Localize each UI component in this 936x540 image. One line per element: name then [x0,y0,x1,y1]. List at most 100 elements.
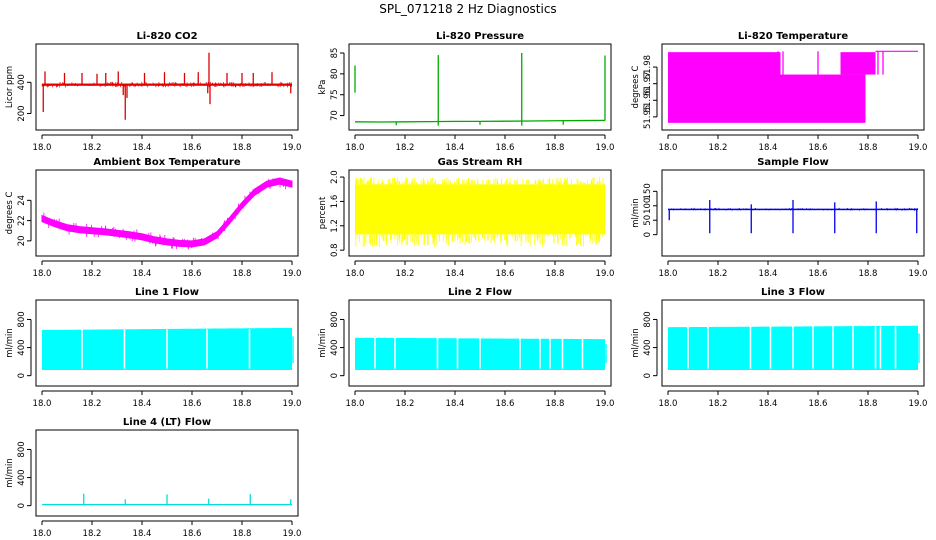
x-tick-label-5: 18.8 [233,143,252,153]
x-tick-label-2: 18.2 [396,269,415,279]
x-tick-label-1: 18.0 [659,269,678,279]
y-tick-label-1: 51.95 [643,105,653,129]
plot-area [42,493,292,506]
panel-title: Li-820 Temperature [738,31,848,42]
x-tick-label-5: 18.8 [859,269,878,279]
x-tick-label-6: 19.0 [909,143,928,153]
panel-1: Li-820 CO2 18.0 18.2 18.4 18.6 18.8 19.0 200 400… [5,31,301,153]
y-tick-label-3: 51.97 [643,72,653,96]
panel-9: Line 3 Flow 18.0 18.2 18.4 18.6 18.8 19.0 0 400 8… [631,287,927,409]
y-tick-label-3: 800 [17,311,27,327]
y-tick-label-3: 24 [17,195,27,206]
panel-2: Li-820 Pressure 18.0 18.2 18.4 18.6 18.8 19.0 7… [318,31,614,153]
x-tick-label-2: 18.2 [83,143,102,153]
plot-area [668,325,920,371]
y-tick-label-2: 400 [17,469,27,485]
x-tick-label-5: 18.8 [859,143,878,153]
y-axis-label: ml/min [5,328,15,358]
y-tick-label-4: 51.98 [643,55,653,79]
x-tick-label-2: 18.2 [83,399,102,409]
panel-grid: Li-820 CO2 18.0 18.2 18.4 18.6 18.8 19.0 20 0 400… [5,31,927,539]
x-tick-label-4: 18.6 [183,143,202,153]
x-tick-label-4: 18.6 [496,143,515,153]
panel-10: Line 4 (LT) Flow 18.0 18.2 18.4 18.6 18.8 19.0… [5,417,301,539]
plot-frame [35,429,299,517]
plot-area [41,177,293,250]
x-tick-label-3: 18.4 [446,269,465,279]
x-tick-label-5: 18.8 [546,399,565,409]
panel-title: Gas Stream RH [438,157,523,168]
plot-area [668,50,918,123]
plot-frame [35,169,299,257]
x-tick-label-4: 18.6 [809,143,828,153]
y-tick-label-4: 150 [643,183,653,199]
panel-7: Line 1 Flow 18.0 18.2 18.4 18.6 18.8 19.0 0 400 8… [5,287,301,409]
x-tick-label-4: 18.6 [183,399,202,409]
data-fill-3 [840,52,876,75]
y-tick-label-2: 1.2 [330,219,340,233]
plot-area [354,53,606,126]
panel-title: Line 2 Flow [448,287,512,298]
y-tick-label-1: 20 [17,235,27,246]
plot-frame [35,43,299,131]
plot-area [668,200,918,234]
x-tick-label-2: 18.2 [396,143,415,153]
panel-5: Gas Stream RH 18.0 18.2 18.4 18.6 18.8 19.0 0.8… [318,157,614,279]
y-tick-label-2: 400 [330,339,340,355]
x-tick-label-6: 19.0 [596,269,615,279]
x-tick-label-1: 18.0 [33,269,52,279]
panel-title: Line 3 Flow [761,287,825,298]
data-series-band [41,177,293,248]
x-tick-label-2: 18.2 [396,399,415,409]
plot-frame [348,43,612,131]
y-axis-label: ml/min [631,198,641,228]
x-tick-label-4: 18.6 [496,269,515,279]
plot-frame [348,169,612,257]
panel-title: Line 1 Flow [135,287,199,298]
x-tick-label-3: 18.4 [133,269,152,279]
x-tick-label-4: 18.6 [496,399,515,409]
y-tick-label-2: 51.96 [643,88,653,112]
x-tick-label-6: 19.0 [283,143,302,153]
x-tick-label-2: 18.2 [83,269,102,279]
panel-title: Ambient Box Temperature [93,157,240,168]
plot-frame [661,169,925,257]
x-tick-label-4: 18.6 [809,399,828,409]
y-tick-label-1: 0.8 [330,243,340,257]
data-fill-1 [668,52,781,123]
x-tick-label-3: 18.4 [133,143,152,153]
y-tick-label-1: 0 [17,373,27,378]
y-tick-label-1: 0 [643,373,653,378]
plot-frame [661,299,925,387]
x-tick-label-5: 18.8 [233,529,252,539]
data-series-band [42,83,292,86]
figure-title: SPL_071218 2 Hz Diagnostics [379,2,556,16]
x-tick-label-1: 18.0 [659,399,678,409]
y-tick-label-3: 800 [643,311,653,327]
x-tick-label-3: 18.4 [759,399,778,409]
plot-area [355,177,606,248]
x-tick-label-3: 18.4 [133,529,152,539]
x-tick-label-2: 18.2 [83,529,102,539]
plot-area [42,327,294,371]
y-axis-label: ml/min [5,458,15,488]
x-tick-label-6: 19.0 [909,269,928,279]
panel-title: Li-820 Pressure [436,31,524,42]
panel-title: Sample Flow [757,157,829,168]
x-tick-label-3: 18.4 [133,399,152,409]
x-tick-label-4: 18.6 [809,269,828,279]
y-axis-label: percent [318,196,328,229]
panel-6: Sample Flow 18.0 18.2 18.4 18.6 18.8 19.0 0 5010… [631,157,927,279]
x-tick-label-1: 18.0 [659,143,678,153]
y-tick-label-1: 0 [643,232,653,237]
plot-frame [35,299,299,387]
x-tick-label-3: 18.4 [446,399,465,409]
panel-title: Li-820 CO2 [136,31,197,42]
x-tick-label-6: 19.0 [283,399,302,409]
x-tick-label-2: 18.2 [709,399,728,409]
x-tick-label-5: 18.8 [233,269,252,279]
y-axis-label: degrees C [631,66,641,109]
panel-title: Line 4 (LT) Flow [123,417,211,428]
x-tick-label-5: 18.8 [546,143,565,153]
